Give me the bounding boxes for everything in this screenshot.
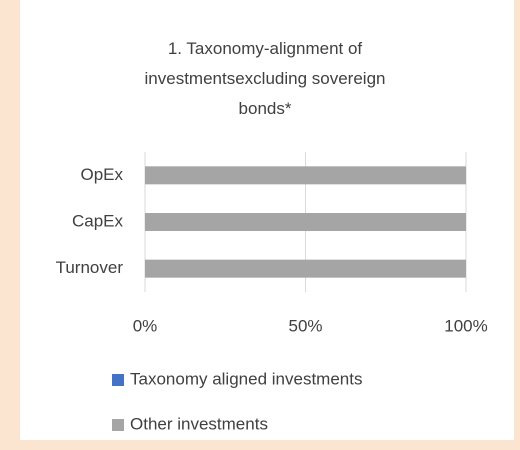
legend-swatch: [112, 419, 124, 431]
chart-title: 1. Taxonomy-alignment of investmentsexcl…: [144, 39, 386, 118]
bar-segment: [145, 166, 466, 185]
bar-segment: [145, 259, 466, 278]
y-tick-label: CapEx: [72, 211, 124, 230]
y-tick-label: OpEx: [80, 165, 123, 184]
x-tick-label: 50%: [288, 316, 322, 335]
y-tick-label: Turnover: [56, 258, 124, 277]
legend-swatch: [112, 374, 124, 386]
legend-label: Other investments: [130, 414, 268, 433]
bar-segment: [145, 213, 466, 231]
x-tick-label: 100%: [444, 316, 487, 335]
legend-label: Taxonomy aligned investments: [130, 369, 362, 388]
x-tick-label: 0%: [133, 316, 158, 335]
